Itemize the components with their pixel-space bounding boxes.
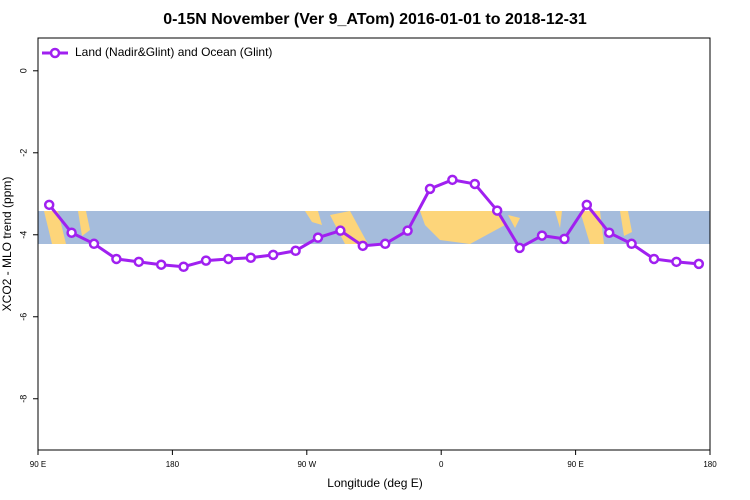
y-tick-label: -6 xyxy=(18,313,28,321)
data-point xyxy=(111,253,122,265)
data-point xyxy=(491,205,503,216)
x-tick-label: 180 xyxy=(703,460,717,469)
data-point xyxy=(379,238,391,250)
data-point xyxy=(133,256,145,268)
chart-title: 0-15N November (Ver 9_ATom) 2016-01-01 t… xyxy=(163,11,587,28)
data-point xyxy=(290,245,301,257)
data-point xyxy=(335,225,346,236)
data-point xyxy=(514,242,525,254)
data-point xyxy=(88,238,100,250)
x-tick-label: 0 xyxy=(439,460,444,469)
data-point xyxy=(357,240,369,252)
y-tick-label: -2 xyxy=(18,149,28,157)
y-tick-label: -4 xyxy=(18,231,28,239)
data-point xyxy=(245,252,257,263)
legend-marker xyxy=(49,47,61,59)
x-tick-label: 90 E xyxy=(567,460,583,469)
x-tick-label: 90 W xyxy=(297,460,316,469)
data-point xyxy=(536,230,548,241)
y-axis-label: XCO2 - MLO trend (ppm) xyxy=(0,177,14,312)
legend-label: Land (Nadir&Glint) and Ocean (Glint) xyxy=(75,45,272,59)
data-point xyxy=(648,253,660,265)
x-tick-label: 90 E xyxy=(30,460,46,469)
data-point xyxy=(155,259,167,270)
data-point xyxy=(267,249,279,261)
x-axis-label: Longitude (deg E) xyxy=(327,476,422,490)
data-point xyxy=(178,261,189,273)
plot-frame xyxy=(37,37,711,451)
x-tick-label: 180 xyxy=(166,460,180,469)
data-point xyxy=(559,233,570,245)
data-point xyxy=(43,199,55,211)
data-point xyxy=(200,255,212,266)
data-point xyxy=(312,232,324,243)
data-point xyxy=(603,227,615,238)
data-point xyxy=(424,183,436,195)
data-point xyxy=(626,238,637,250)
data-point xyxy=(671,256,682,268)
data-point xyxy=(66,227,77,238)
data-point xyxy=(223,253,234,265)
data-point xyxy=(581,199,593,211)
data-point xyxy=(447,174,458,186)
y-tick-label: -8 xyxy=(18,395,28,403)
data-point xyxy=(402,225,413,236)
y-tick-label: 0 xyxy=(18,68,28,73)
data-point xyxy=(469,178,481,190)
data-point xyxy=(693,258,705,270)
